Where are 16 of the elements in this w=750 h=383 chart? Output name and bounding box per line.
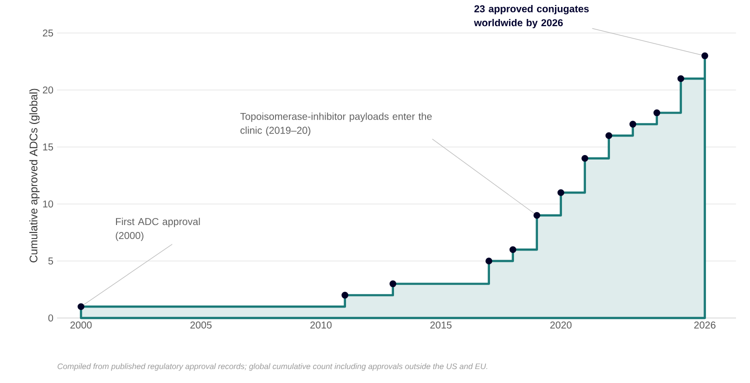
annotation: 23 approved conjugates worldwide by 2026 <box>474 4 589 28</box>
y-tick-label: 25 <box>42 29 54 37</box>
y-tick-label: 0 <box>48 314 54 322</box>
annotation: Topoisomerase-inhibitor payloads enter the clinic (2019–20) <box>240 112 432 136</box>
y-tick-label: 20 <box>42 86 54 94</box>
y-tick-label: 15 <box>43 144 54 150</box>
x-tick-label: 2015 <box>430 322 452 329</box>
y-axis-title: Cumulative approved ADCs (global) <box>29 88 40 262</box>
annotation: First ADC approval (2000) <box>116 218 200 242</box>
y-tick-label: 10 <box>43 200 54 208</box>
y-tick-label: 5 <box>48 258 54 264</box>
x-tick-label: 2000 <box>70 322 92 329</box>
x-tick-label: 2010 <box>310 322 332 329</box>
x-tick-label: 2020 <box>550 322 572 329</box>
x-tick-label: 2005 <box>190 322 212 329</box>
x-tick-label: 2026 <box>694 322 716 329</box>
